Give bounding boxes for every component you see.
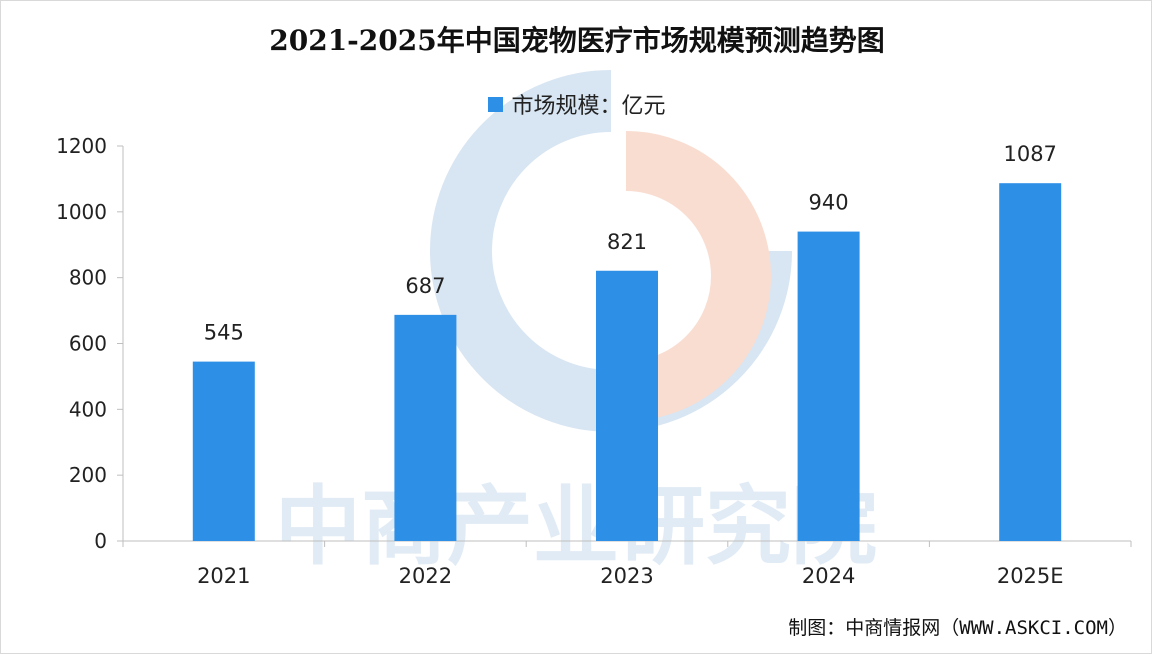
legend: 市场规模：亿元 — [1, 88, 1152, 120]
bar-2021 — [192, 361, 255, 541]
data-label-group: 545 687 821 940 1087 — [204, 142, 1057, 344]
x-tick-label-2022: 2022 — [399, 564, 452, 588]
legend-swatch — [488, 96, 504, 112]
data-label-2024: 940 — [809, 191, 849, 215]
data-label-2023: 821 — [607, 230, 647, 254]
bar-2024 — [797, 231, 860, 542]
y-tick-label: 0 — [94, 529, 107, 553]
legend-label: 市场规模：亿元 — [511, 94, 666, 119]
chart-title: 2021-2025年中国宠物医疗市场规模预测趋势图 — [269, 24, 885, 57]
bar-group — [192, 183, 1062, 542]
axes: 0 200 400 600 800 1000 1200 2021 2022 2023 2024 202… — [56, 134, 1132, 588]
bar-2023 — [596, 270, 658, 541]
data-label-2021: 545 — [204, 321, 244, 345]
x-tick-label-2024: 2024 — [802, 564, 855, 588]
y-tick-label: 600 — [69, 332, 107, 356]
bar-2025E — [999, 183, 1062, 541]
data-label-2025E: 1087 — [1003, 142, 1056, 166]
watermark-logo — [430, 70, 792, 432]
x-tick-label-2023: 2023 — [600, 564, 653, 588]
y-tick-label: 1000 — [56, 200, 107, 224]
y-tick-label: 200 — [69, 463, 107, 487]
y-tick-label: 400 — [69, 397, 107, 421]
watermark-text: 中商产业研究院 — [275, 477, 877, 577]
source-credit: 制图：中商情报网（WWW.ASKCI.COM） — [788, 617, 1127, 639]
x-tick-label-2021: 2021 — [197, 564, 250, 588]
bar-2022 — [394, 314, 457, 541]
x-tick-label-2025E: 2025E — [997, 564, 1064, 588]
y-tick-label: 1200 — [56, 134, 107, 158]
data-label-2022: 687 — [405, 274, 445, 298]
y-tick-label: 800 — [69, 266, 107, 290]
